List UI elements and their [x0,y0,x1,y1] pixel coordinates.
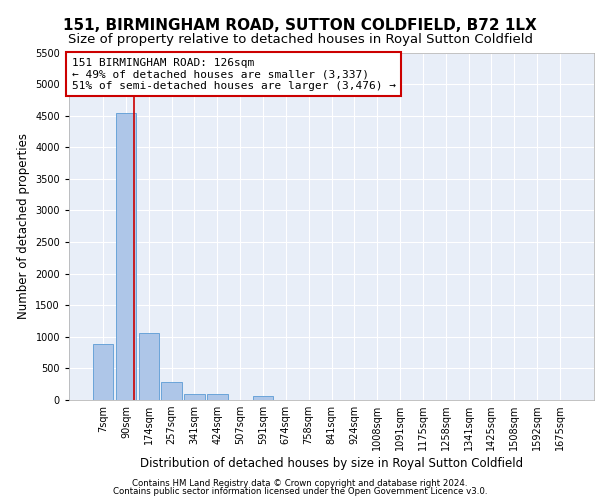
Bar [93,344,113,400]
Bar [184,394,205,400]
Text: Contains public sector information licensed under the Open Government Licence v3: Contains public sector information licen… [113,487,487,496]
Text: Size of property relative to detached houses in Royal Sutton Coldfield: Size of property relative to detached ho… [67,32,533,46]
Text: Contains HM Land Registry data © Crown copyright and database right 2024.: Contains HM Land Registry data © Crown c… [132,478,468,488]
Bar [116,112,136,400]
Bar [139,333,159,400]
Y-axis label: Number of detached properties: Number of detached properties [17,133,29,320]
X-axis label: Distribution of detached houses by size in Royal Sutton Coldfield: Distribution of detached houses by size … [140,458,523,470]
Bar [161,382,182,400]
Text: 151, BIRMINGHAM ROAD, SUTTON COLDFIELD, B72 1LX: 151, BIRMINGHAM ROAD, SUTTON COLDFIELD, … [63,18,537,32]
Text: 151 BIRMINGHAM ROAD: 126sqm
← 49% of detached houses are smaller (3,337)
51% of : 151 BIRMINGHAM ROAD: 126sqm ← 49% of det… [71,58,395,91]
Bar [253,396,273,400]
Bar [207,394,227,400]
